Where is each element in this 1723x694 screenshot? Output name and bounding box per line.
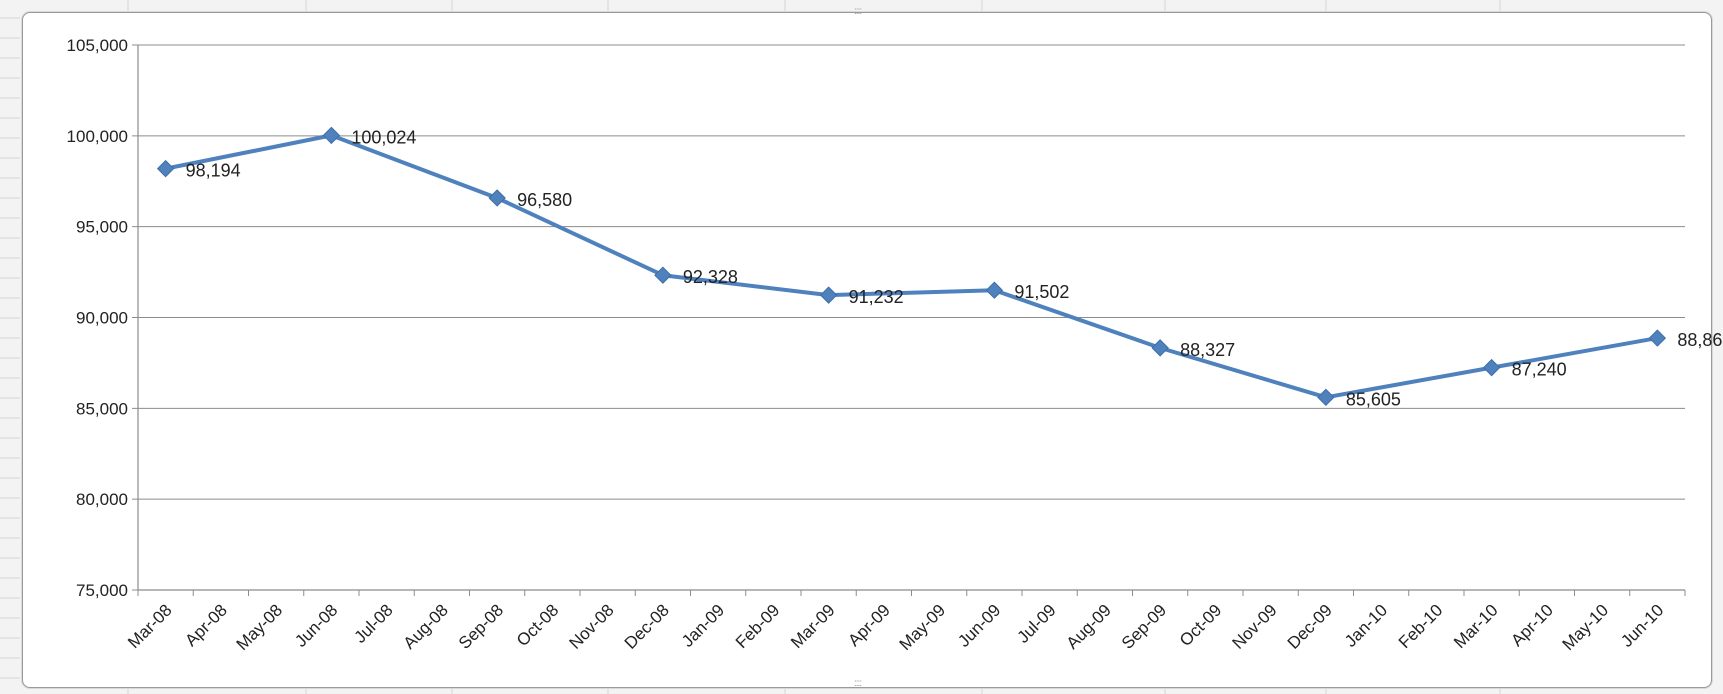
x-tick-label: Jun-09 [954,601,1004,651]
x-tick-label: Apr-09 [844,601,894,651]
x-tick-label: May-08 [233,601,287,655]
y-tick-label: 105,000 [67,36,128,55]
data-point-marker [819,286,838,304]
data-label: 91,502 [1014,282,1069,302]
x-tick-label: Mar-10 [1450,601,1502,653]
data-point-marker [654,266,672,284]
data-label: 96,580 [517,190,572,210]
x-tick-label: Dec-08 [621,601,673,653]
data-label: 92,328 [683,267,738,287]
x-tick-label: Nov-09 [1228,601,1280,653]
y-tick-label: 80,000 [76,490,128,509]
x-tick-label: Dec-09 [1284,601,1336,653]
x-tick-label: Aug-09 [1063,601,1115,653]
series-line [165,133,1658,400]
x-tick-label: Feb-09 [732,601,784,653]
data-point-marker [1151,339,1169,357]
x-tick-label: Apr-08 [181,601,231,651]
data-point-marker [488,189,506,207]
data-label: 88,868 [1677,330,1723,350]
x-tick-label: Jun-08 [291,601,341,651]
x-tick-label: Sep-08 [455,601,507,653]
data-point-marker [1648,329,1667,347]
x-tick-label: Feb-10 [1395,601,1447,653]
x-tick-label: Mar-08 [124,601,176,653]
resize-handle-top[interactable]: :::: [854,6,862,17]
y-tick-label: 95,000 [76,218,128,237]
x-tick-label: Apr-10 [1507,601,1557,651]
x-tick-label: Oct-08 [513,601,563,651]
data-point-marker [156,159,175,178]
x-tick-label: Oct-09 [1176,601,1226,651]
data-point-marker [985,281,1004,299]
x-tick-label: Jul-09 [1013,601,1059,647]
x-tick-label: Jan-10 [1341,601,1391,651]
resize-handle-bottom[interactable]: :::: [854,678,862,689]
x-tick-label: May-09 [896,601,950,655]
y-tick-label: 100,000 [67,127,128,146]
x-tick-label: Jul-08 [350,601,396,647]
data-label: 100,024 [351,127,416,147]
y-tick-label: 75,000 [76,581,128,600]
data-label: 87,240 [1512,360,1567,380]
data-point-marker [1482,358,1501,377]
y-tick-label: 85,000 [76,399,128,418]
x-tick-label: Mar-09 [787,601,839,653]
y-tick-label: 90,000 [76,309,128,328]
x-tick-label: Nov-08 [565,601,617,653]
x-tick-label: Sep-09 [1118,601,1170,653]
data-point-marker [1317,388,1335,407]
data-label: 88,327 [1180,340,1235,360]
x-tick-label: May-10 [1559,601,1613,655]
data-label: 85,605 [1346,389,1401,409]
data-label: 91,232 [849,287,904,307]
x-tick-label: Jun-10 [1617,601,1667,651]
data-point-marker [322,126,341,145]
x-tick-label: Jan-09 [678,601,728,651]
chart-frame[interactable]: :::: :::: [22,6,1712,689]
x-tick-label: Aug-08 [400,601,452,653]
data-label: 98,194 [186,161,241,181]
